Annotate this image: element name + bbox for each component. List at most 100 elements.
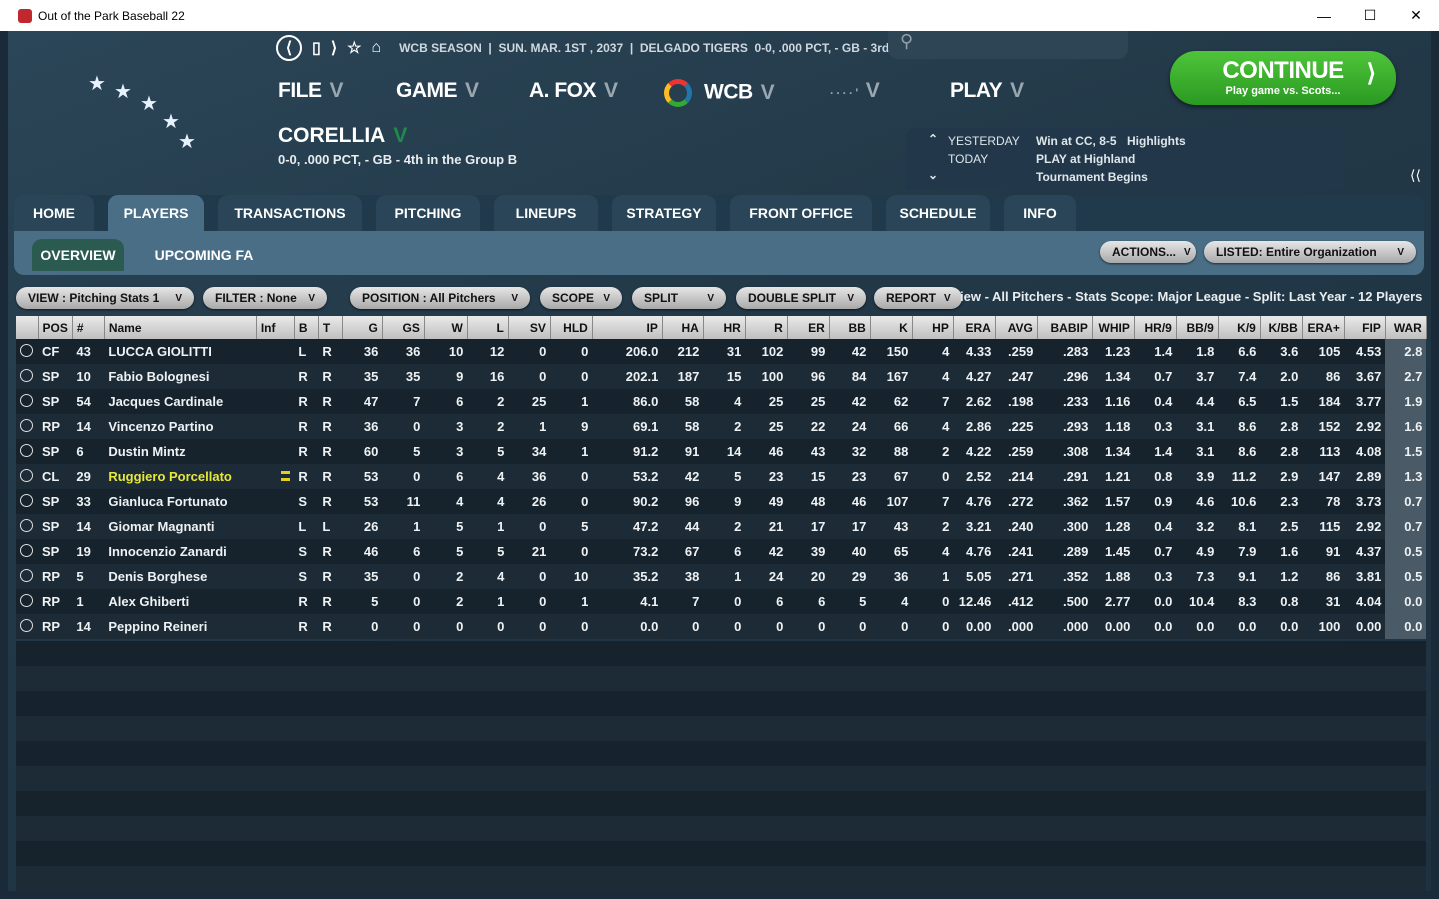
column-header-pos[interactable]: POS — [38, 316, 73, 339]
news-today[interactable]: PLAY at Highland — [1036, 152, 1136, 166]
column-header-avg[interactable]: AVG — [995, 316, 1038, 339]
column-header-name[interactable]: Name — [104, 316, 257, 339]
column-header-fip[interactable]: FIP — [1344, 316, 1386, 339]
row-select-radio[interactable] — [16, 564, 38, 589]
menu-wcb[interactable]: WCB V — [664, 79, 775, 107]
column-header--[interactable]: # — [72, 316, 105, 339]
cell-name[interactable]: Fabio Bolognesi — [104, 364, 257, 389]
cell-name[interactable]: Ruggiero Porcellato — [104, 464, 257, 489]
minimize-button[interactable]: — — [1317, 7, 1331, 24]
team-name[interactable]: CORELLIA V — [278, 124, 408, 147]
chevron-down-icon[interactable]: ⌄ — [928, 168, 939, 182]
cell-name[interactable]: Innocenzio Zanardi — [104, 539, 257, 564]
row-select-radio[interactable] — [16, 614, 38, 639]
continue-button[interactable]: CONTINUE Play game vs. Scots... ⟩ — [1170, 51, 1396, 105]
column-header-hr[interactable]: HR — [703, 316, 746, 339]
table-row[interactable]: CL 29 Ruggiero Porcellato R R 53 0 6 4 36 0 53.2 42 5… — [16, 464, 1427, 489]
menu-game[interactable]: GAME V — [396, 79, 479, 102]
table-row[interactable]: RP 1 Alex Ghiberti R R 5 0 2 1 0 1 4.1 7 0 6 6 5 4 0 12.46.… — [16, 589, 1427, 614]
menu-manager[interactable]: A. FOX V — [529, 79, 618, 102]
column-header-war[interactable]: WAR — [1385, 316, 1427, 339]
column-header-w[interactable]: W — [424, 316, 468, 339]
column-header-er[interactable]: ER — [787, 316, 830, 339]
menu-file[interactable]: FILE V — [278, 79, 344, 102]
cell-name[interactable]: Giomar Magnanti — [104, 514, 257, 539]
filter-dropdown[interactable]: FILTER : None V — [203, 287, 327, 309]
scope-dropdown[interactable]: SCOPE V — [540, 287, 622, 309]
table-row[interactable]: SP 19 Innocenzio Zanardi S R 46 6 5 5 21 0 73.2 67 6 4… — [16, 539, 1427, 564]
column-header-k[interactable]: K — [870, 316, 913, 339]
table-row[interactable]: SP 33 Gianluca Fortunato S R 53 11 4 4 26 0 90.2 96 9… — [16, 489, 1427, 514]
double-split-dropdown[interactable]: DOUBLE SPLIT V — [736, 287, 866, 309]
tab-schedule[interactable]: SCHEDULE — [886, 195, 990, 231]
radio-icon[interactable] — [20, 443, 33, 457]
table-row[interactable]: RP 14 Peppino Reineri R R 0 0 0 0 0 0 0.0 0 0 0 0 0 0 0 0.0… — [16, 614, 1427, 639]
column-header-babip[interactable]: BABIP — [1037, 316, 1093, 339]
table-row[interactable]: SP 14 Giomar Magnanti L L 26 1 5 1 0 5 47.2 44 2 21 17 1… — [16, 514, 1427, 539]
row-select-radio[interactable] — [16, 439, 38, 464]
menu-play[interactable]: PLAY V — [950, 79, 1024, 102]
chevron-up-icon[interactable]: ⌃ — [928, 132, 939, 146]
close-button[interactable]: ✕ — [1410, 7, 1422, 23]
news-today-2[interactable]: Tournament Begins — [1036, 170, 1148, 184]
actions-dropdown[interactable]: ACTIONS... V — [1100, 241, 1196, 263]
table-row[interactable]: CF 43 LUCCA GIOLITTI L R 36 36 10 12 0 0 206.0 212 31… — [16, 339, 1427, 364]
radio-icon[interactable] — [20, 368, 33, 382]
radio-icon[interactable] — [20, 618, 33, 632]
row-select-radio[interactable] — [16, 489, 38, 514]
search-input[interactable]: ⚲ — [888, 31, 1128, 59]
column-header-r[interactable]: R — [745, 316, 788, 339]
table-row[interactable]: SP 6 Dustin Mintz R R 60 5 3 5 34 1 91.2 91 14 46 43 32 8… — [16, 439, 1427, 464]
radio-icon[interactable] — [20, 468, 33, 482]
listed-dropdown[interactable]: LISTED: Entire Organization V — [1204, 241, 1416, 263]
column-header-k-bb[interactable]: K/BB — [1260, 316, 1303, 339]
radio-icon[interactable] — [20, 543, 33, 557]
column-header-era-[interactable]: ERA+ — [1302, 316, 1345, 339]
column-header-ip[interactable]: IP — [592, 316, 663, 339]
highlights-link[interactable]: Highlights — [1127, 134, 1186, 148]
tab-strategy[interactable]: STRATEGY — [612, 195, 716, 231]
column-header-gs[interactable]: GS — [382, 316, 425, 339]
column-header-g[interactable]: G — [342, 316, 383, 339]
maximize-button[interactable]: ☐ — [1363, 7, 1377, 23]
column-header-b[interactable]: B — [294, 316, 319, 339]
tab-players[interactable]: PLAYERS — [108, 195, 204, 231]
table-row[interactable]: SP 54 Jacques Cardinale R R 47 7 6 2 25 1 86.0 58 4 25… — [16, 389, 1427, 414]
cell-name[interactable]: Alex Ghiberti — [104, 589, 257, 614]
position-dropdown[interactable]: POSITION : All Pitchers V — [350, 287, 530, 309]
page-icon[interactable]: ▯ — [312, 40, 321, 57]
table-row[interactable]: RP 14 Vincenzo Partino R R 36 0 3 2 1 9 69.1 58 2 25 22… — [16, 414, 1427, 439]
row-select-radio[interactable] — [16, 414, 38, 439]
radio-icon[interactable] — [20, 518, 33, 532]
column-header-bb-9[interactable]: BB/9 — [1176, 316, 1219, 339]
tab-lineups[interactable]: LINEUPS — [494, 195, 598, 231]
news-yesterday[interactable]: Win at CC, 8-5 — [1036, 134, 1117, 148]
report-dropdown[interactable]: REPORT V — [874, 287, 962, 309]
column-header-k-9[interactable]: K/9 — [1218, 316, 1261, 339]
column-header-bb[interactable]: BB — [829, 316, 871, 339]
row-select-radio[interactable] — [16, 339, 38, 364]
radio-icon[interactable] — [20, 393, 33, 407]
table-row[interactable]: RP 5 Denis Borghese S R 35 0 2 4 0 10 35.2 38 1 24 20 29… — [16, 564, 1427, 589]
cell-name[interactable]: Vincenzo Partino — [104, 414, 257, 439]
radio-icon[interactable] — [20, 493, 33, 507]
radio-icon[interactable] — [20, 418, 33, 432]
column-header-era[interactable]: ERA — [953, 316, 996, 339]
cell-name[interactable]: LUCCA GIOLITTI — [104, 339, 257, 364]
cell-name[interactable]: Denis Borghese — [104, 564, 257, 589]
radio-icon[interactable] — [20, 568, 33, 582]
split-dropdown[interactable]: SPLIT V — [632, 287, 726, 309]
cell-name[interactable]: Peppino Reineri — [104, 614, 257, 639]
column-header-hld[interactable]: HLD — [550, 316, 593, 339]
row-select-radio[interactable] — [16, 389, 38, 414]
column-header-l[interactable]: L — [467, 316, 509, 339]
column-header-select[interactable] — [16, 316, 39, 339]
column-header-t[interactable]: T — [318, 316, 343, 339]
cell-name[interactable]: Jacques Cardinale — [104, 389, 257, 414]
subtab-overview[interactable]: OVERVIEW — [32, 239, 124, 271]
column-header-ha[interactable]: HA — [662, 316, 704, 339]
tab-pitching[interactable]: PITCHING — [376, 195, 480, 231]
tab-info[interactable]: INFO — [1004, 195, 1076, 231]
cell-name[interactable]: Dustin Mintz — [104, 439, 257, 464]
